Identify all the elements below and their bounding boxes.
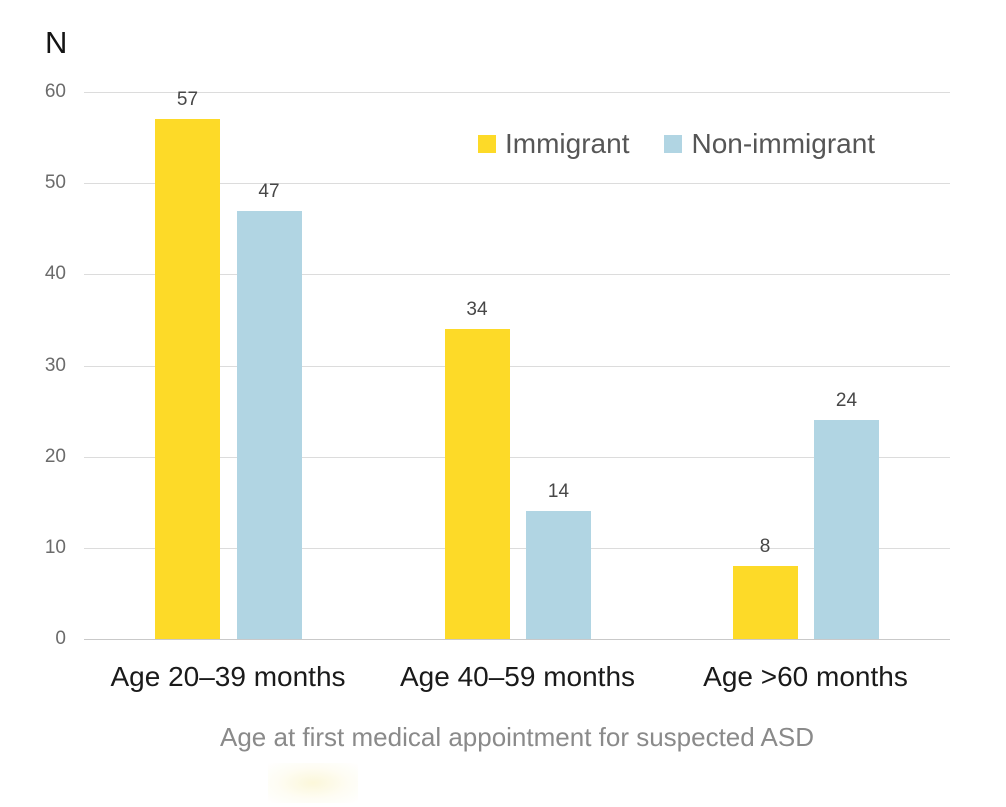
bar-value-label-non-immigrant-1: 14: [547, 481, 570, 503]
y-tick-label-60: 60: [44, 81, 66, 102]
category-label-1: Age 40–59 months: [399, 661, 636, 692]
legend-label-non-immigrant: Non-immigrant: [691, 128, 876, 159]
gridline-10: [84, 547, 950, 549]
bar-value-label-non-immigrant-2: 24: [835, 390, 858, 412]
gridline-0: [84, 639, 950, 640]
bar-non-immigrant-1: [526, 511, 591, 639]
legend-swatch-immigrant: [478, 135, 496, 154]
category-label-2: Age >60 months: [703, 661, 908, 692]
y-tick-label-50: 50: [44, 172, 66, 194]
y-axis-unit-label: N: [45, 25, 68, 60]
bar-value-label-immigrant-0: 57: [176, 89, 199, 111]
x-axis-title: Age at first medical appointment for sus…: [220, 722, 814, 752]
gridline-60: [84, 92, 950, 93]
gridline-40: [84, 274, 950, 276]
legend-item-immigrant: Immigrant: [478, 128, 630, 160]
legend-item-non-immigrant: Non-immigrant: [664, 128, 876, 160]
y-tick-label-20: 20: [44, 445, 66, 467]
bar-value-label-immigrant-2: 8: [759, 536, 771, 558]
bar-immigrant-0: [155, 119, 220, 639]
y-tick-label-10: 10: [44, 536, 66, 558]
gridline-30: [84, 365, 950, 367]
bar-non-immigrant-2: [814, 420, 879, 639]
legend-label-immigrant: Immigrant: [505, 128, 630, 159]
category-label-0: Age 20–39 months: [110, 661, 346, 692]
legend-swatch-non-immigrant: [664, 135, 683, 154]
gridline-20: [84, 456, 950, 458]
bar-non-immigrant-0: [236, 210, 302, 639]
gridline-50: [84, 183, 950, 185]
y-tick-label-0: 0: [55, 628, 66, 649]
bar-immigrant-2: [732, 566, 798, 639]
y-tick-label-40: 40: [44, 263, 66, 285]
chart-legend: Immigrant Non-immigrant: [478, 128, 876, 160]
bar-immigrant-1: [444, 329, 510, 639]
y-tick-label-30: 30: [44, 354, 66, 376]
artifact-smudge: [268, 763, 358, 803]
bar-value-label-non-immigrant-0: 47: [258, 180, 280, 202]
bar-value-label-immigrant-1: 34: [466, 299, 488, 321]
